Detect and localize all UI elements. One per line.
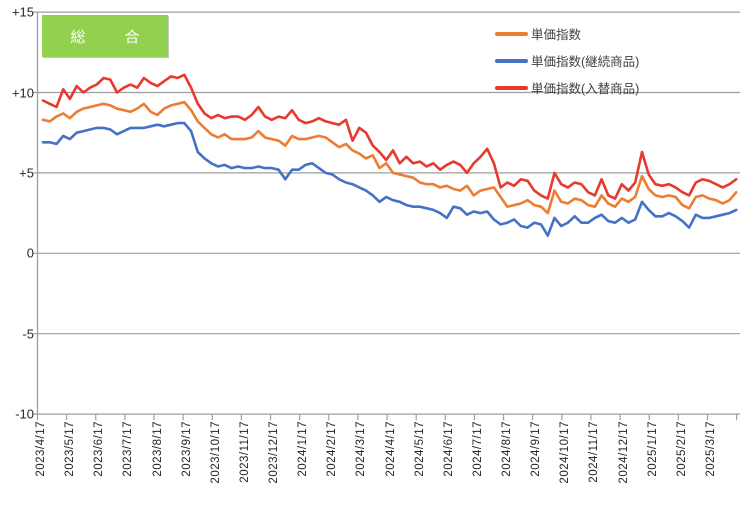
legend-label: 単価指数(継続商品)	[531, 51, 639, 70]
x-axis-label: 2024/9/17	[530, 421, 542, 477]
x-axis-label: 2024/12/17	[618, 421, 630, 484]
x-axis-label: 2023/5/17	[64, 421, 76, 477]
x-axis-label: 2023/4/17	[35, 421, 47, 477]
x-axis-label: 2024/4/17	[385, 421, 397, 477]
y-axis-label: +5	[0, 166, 34, 179]
legend-item-unit-price-index[interactable]: 単価指数	[495, 20, 639, 47]
x-axis-label: 2025/2/17	[676, 421, 688, 477]
y-axis-label: -10	[0, 408, 34, 421]
x-axis-label: 2024/11/17	[588, 421, 600, 483]
legend-item-replacement-products[interactable]: 単価指数(入替商品)	[495, 74, 639, 101]
x-axis-label: 2024/1/17	[297, 421, 309, 477]
x-axis-label: 2024/3/17	[355, 421, 367, 477]
legend: 単価指数 単価指数(継続商品) 単価指数(入替商品)	[495, 20, 639, 101]
line-series-1[interactable]	[43, 123, 736, 236]
x-axis-label: 2024/8/17	[501, 421, 513, 477]
x-axis-label: 2023/6/17	[93, 421, 105, 477]
y-axis-label: +15	[0, 6, 34, 19]
x-axis-label: 2024/2/17	[326, 421, 338, 477]
x-axis-ticks	[38, 414, 737, 420]
legend-line-swatch-orange	[495, 32, 528, 36]
x-axis-label: 2025/1/17	[647, 421, 659, 477]
y-axis-label: 0	[0, 247, 34, 260]
chart-container: +15 +10 +5 0 -5 -10 2023/4/17 2023/5/17 2023/6/…	[0, 0, 742, 510]
x-axis-label: 2023/9/17	[181, 421, 193, 477]
x-axis-label: 2024/6/17	[443, 421, 455, 477]
x-axis-label: 2024/10/17	[559, 421, 571, 484]
x-axis-label: 2024/5/17	[414, 421, 426, 477]
legend-line-swatch-blue	[495, 59, 528, 63]
x-axis-label: 2023/8/17	[152, 421, 164, 477]
line-series-0[interactable]	[43, 102, 736, 213]
y-axis-label: -5	[0, 327, 34, 340]
legend-label: 単価指数(入替商品)	[531, 78, 639, 97]
y-axis-label: +10	[0, 86, 34, 99]
legend-item-continuing-products[interactable]: 単価指数(継続商品)	[495, 47, 639, 74]
x-axis-label: 2023/7/17	[122, 421, 134, 477]
x-axis-label: 2023/12/17	[268, 421, 280, 484]
category-badge: 総 合	[42, 15, 168, 57]
legend-label: 単価指数	[531, 24, 581, 43]
x-axis-label: 2024/7/17	[472, 421, 484, 477]
x-axis-label: 2023/10/17	[210, 421, 222, 484]
legend-line-swatch-red	[495, 86, 528, 90]
x-axis-label: 2025/3/17	[705, 421, 717, 477]
x-axis-label: 2023/11/17	[239, 421, 251, 483]
